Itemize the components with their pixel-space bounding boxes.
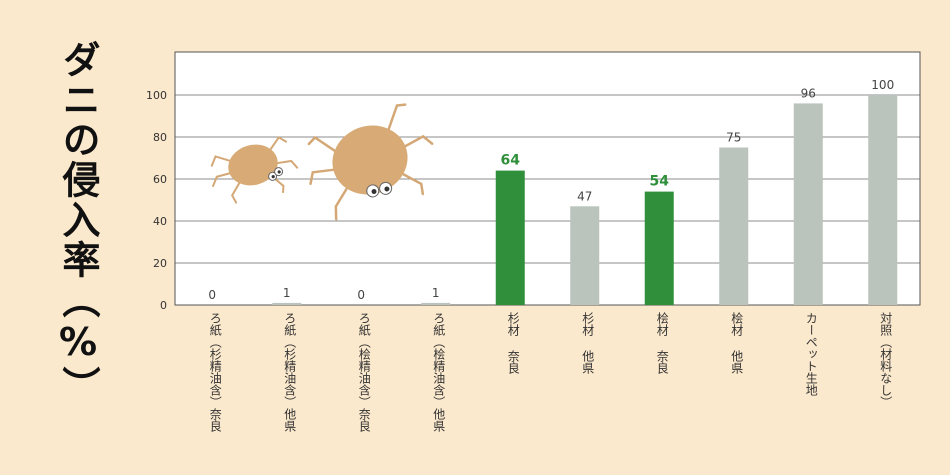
y-tick-label: 80 (153, 131, 167, 144)
y-axis-title: ダニの侵入率（%） (56, 40, 100, 406)
x-tick-label: 杉材 奈良 (506, 312, 521, 374)
bar (793, 103, 823, 306)
data-labels: 0 1 0 1 64 47 54 75 96 100 (208, 78, 894, 302)
data-label: 0 (357, 288, 365, 302)
x-tick-label: ろ紙（杉精油含）奈良 (208, 312, 223, 432)
data-label: 96 (801, 86, 816, 100)
bar (495, 170, 525, 305)
x-tick-label: 対照（材料なし） (878, 312, 893, 408)
mite-large-illustration (307, 103, 434, 221)
y-tick-label: 60 (153, 173, 167, 186)
y-tick-label: 20 (153, 257, 167, 270)
data-label: 47 (577, 189, 592, 203)
mite-small-illustration (210, 136, 299, 204)
bar (421, 302, 451, 305)
data-label: 54 (650, 174, 670, 190)
data-label: 1 (432, 286, 440, 300)
x-tick-label: カーペット生地 (804, 312, 819, 396)
x-tick-label: ろ紙（桧精油含）奈良 (357, 312, 372, 432)
bar (719, 147, 749, 305)
bar (570, 206, 600, 305)
data-label: 64 (501, 153, 521, 169)
x-tick-label: ろ紙（杉精油含）他県 (282, 312, 297, 432)
data-label: 75 (726, 131, 741, 145)
data-label: 1 (283, 286, 291, 300)
x-tick-label: 杉材 他県 (580, 312, 595, 374)
x-tick-label: 桧材 他県 (729, 312, 744, 374)
y-tick-label: 100 (146, 89, 167, 102)
y-tick-label: 0 (160, 299, 167, 312)
y-tick-label: 40 (153, 215, 167, 228)
y-tick-labels: 0 20 40 60 80 100 (146, 89, 167, 312)
data-label: 0 (208, 288, 216, 302)
bar (644, 191, 674, 305)
x-tick-label: ろ紙（桧精油含）他県 (431, 312, 446, 432)
x-tick-label: 桧材 奈良 (655, 312, 670, 374)
bars (272, 95, 898, 306)
bar (272, 302, 302, 305)
bar (868, 95, 898, 305)
data-label: 100 (871, 78, 894, 92)
